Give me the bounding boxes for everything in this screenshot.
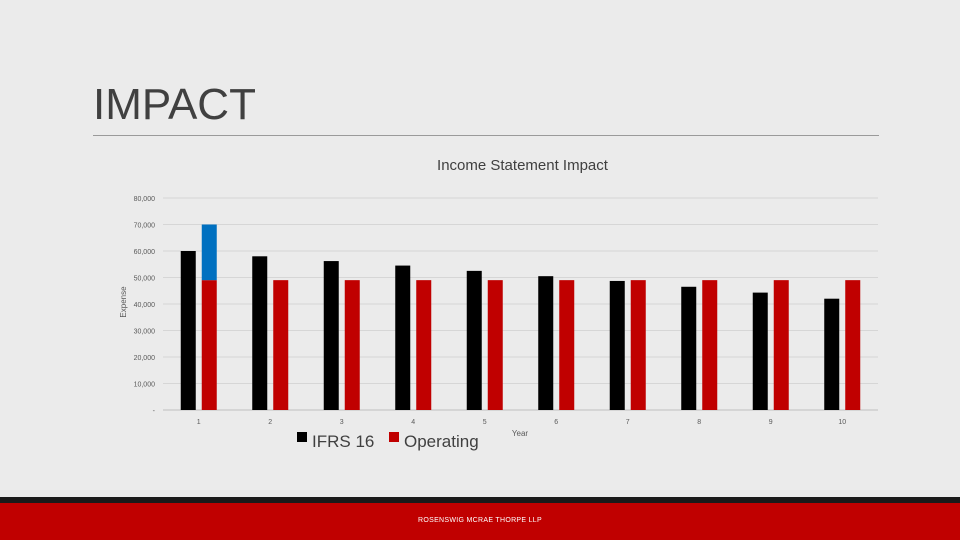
x-tick-label: 2: [268, 419, 272, 426]
y-tick-label: 20,000: [134, 355, 156, 362]
x-tick-label: 4: [411, 419, 415, 426]
bar-ifrs16: [323, 261, 339, 410]
x-tick-label: 6: [554, 419, 558, 426]
y-tick-label: 80,000: [134, 196, 156, 203]
income-statement-chart: Income Statement Impact - 10,000 20,000 30,0…: [119, 157, 878, 451]
bar-ifrs16: [824, 298, 840, 410]
y-tick-label: 50,000: [134, 276, 156, 283]
bar-operating: [773, 280, 789, 410]
bar-operating: [559, 280, 575, 410]
x-tick-label: 3: [340, 419, 344, 426]
x-tick-label: 7: [626, 419, 630, 426]
bar-ifrs16: [252, 256, 268, 410]
footer-dark-band: [0, 497, 960, 503]
bar-ifrs16: [752, 292, 768, 410]
legend-swatch-operating: [389, 432, 399, 442]
y-tick-label: 30,000: [134, 329, 156, 336]
slide-title: IMPACT: [93, 80, 256, 129]
x-tick-label: 9: [769, 419, 773, 426]
bar-ifrs16: [466, 270, 482, 410]
x-tick-label: 10: [838, 419, 846, 426]
y-tick-label: -: [153, 408, 156, 415]
y-tick-label: 70,000: [134, 223, 156, 230]
legend-label-ifrs16: IFRS 16: [312, 432, 374, 451]
legend-swatch-ifrs16: [297, 432, 307, 442]
bar-ifrs16: [609, 280, 625, 410]
bar-operating: [845, 280, 861, 410]
bar-ifrs16: [538, 276, 554, 410]
bar-operating: [630, 280, 646, 410]
x-tick-label: 1: [197, 419, 201, 426]
y-axis-label: Expense: [119, 286, 128, 318]
bar-operating: [487, 280, 503, 410]
y-tick-label: 10,000: [134, 382, 156, 389]
bar-highlight: [201, 224, 217, 281]
footer-company-name: ROSENSWIG MCRAE THORPE LLP: [418, 517, 542, 524]
bar-operating: [416, 280, 432, 410]
x-tick-label: 8: [697, 419, 701, 426]
footer-red-band: [0, 503, 960, 540]
y-tick-label: 60,000: [134, 249, 156, 256]
x-tick-label: 5: [483, 419, 487, 426]
bar-operating: [201, 280, 217, 410]
title-divider: [93, 135, 879, 136]
legend-label-operating: Operating: [404, 432, 479, 451]
bar-operating: [344, 280, 360, 410]
y-tick-label: 40,000: [134, 302, 156, 309]
bar-operating: [702, 280, 718, 410]
bar-ifrs16: [180, 251, 196, 410]
bar-ifrs16: [681, 286, 697, 410]
bar-ifrs16: [395, 265, 411, 410]
chart-title: Income Statement Impact: [437, 157, 609, 174]
x-axis-label: Year: [512, 429, 529, 438]
bar-operating: [273, 280, 289, 410]
